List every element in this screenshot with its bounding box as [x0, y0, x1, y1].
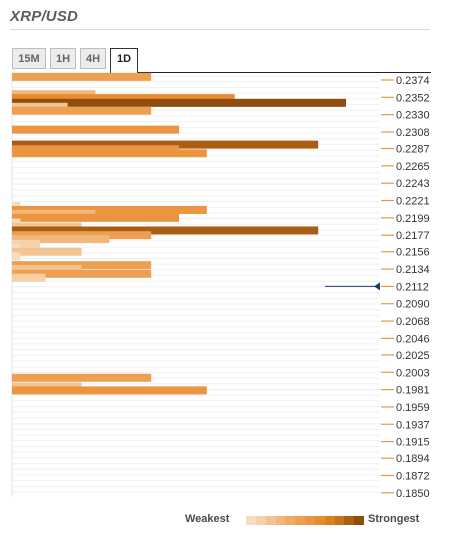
legend-weakest: Weakest	[185, 513, 230, 525]
tick-label: 0.2221	[396, 196, 430, 208]
strength-bar	[12, 235, 110, 244]
tick-label: 0.2330	[396, 110, 430, 122]
strength-bars	[12, 72, 346, 395]
legend-swatch	[246, 516, 257, 525]
tick-label: 0.2090	[396, 299, 430, 311]
tab-underline	[137, 72, 431, 73]
strength-bar	[12, 239, 40, 248]
strength-bar	[12, 98, 346, 107]
legend-strongest: Strongest	[368, 513, 420, 525]
current-price-marker	[325, 282, 380, 291]
tick-label: 0.2243	[396, 178, 430, 190]
price-ticks: 0.2374 0.2352 0.2330 0.2308 0.2287 0.2265 0.22…	[381, 75, 430, 500]
strength-bar	[12, 247, 82, 256]
strength-bar	[12, 213, 179, 222]
tick-label: 0.2025	[396, 350, 430, 362]
legend-swatch	[305, 516, 316, 525]
strength-bar	[12, 149, 207, 158]
tick-label: 0.2003	[396, 367, 430, 379]
strength-bar	[12, 373, 152, 382]
strength-bar	[12, 386, 207, 395]
title-divider	[10, 29, 430, 30]
tick-label: 0.2199	[396, 213, 430, 225]
legend-swatch	[285, 516, 296, 525]
tick-label: 0.1872	[396, 470, 430, 482]
strength-legend: Weakest Strongest	[0, 508, 450, 532]
strength-bar	[12, 72, 152, 81]
legend-swatch	[344, 516, 355, 525]
tab-15m[interactable]: 15M	[12, 48, 46, 69]
strength-bar	[12, 269, 152, 278]
legend-swatch	[295, 516, 306, 525]
grid-lines	[11, 74, 380, 497]
tick-label: 0.1850	[396, 488, 430, 500]
legend-swatch	[334, 516, 345, 525]
strength-bar	[12, 140, 319, 149]
tick-label: 0.1894	[396, 453, 430, 465]
tick-label: 0.1959	[396, 402, 430, 414]
tick-label: 0.2308	[396, 127, 430, 139]
tab-1h[interactable]: 1H	[50, 48, 76, 69]
strength-bar	[12, 94, 235, 103]
tick-label: 0.1981	[396, 385, 430, 397]
tick-label: 0.2046	[396, 333, 430, 345]
strength-bar	[12, 226, 319, 235]
strength-bar	[12, 252, 21, 261]
tick-label: 0.2352	[396, 92, 430, 104]
tick-label: 0.2287	[396, 144, 430, 156]
strength-bar	[12, 125, 179, 134]
tick-label: 0.2156	[396, 247, 430, 259]
legend-swatch	[324, 516, 335, 525]
tick-label: 0.2068	[396, 316, 430, 328]
tab-1d[interactable]: 1D	[110, 48, 138, 73]
legend-swatch	[354, 516, 365, 525]
tick-label: 0.2112	[396, 281, 429, 293]
confluence-chart: 0.2374 0.2352 0.2330 0.2308 0.2287 0.2265 0.22…	[11, 72, 430, 500]
current-price-arrow-icon	[374, 282, 380, 291]
tick-label: 0.2265	[396, 161, 430, 173]
strength-bar	[12, 273, 46, 282]
strength-bar	[12, 265, 82, 274]
strength-bar	[12, 205, 207, 214]
tick-label: 0.2134	[396, 264, 430, 276]
legend-swatch	[265, 516, 276, 525]
tick-label: 0.2374	[396, 75, 430, 87]
tick-label: 0.1937	[396, 419, 430, 431]
legend-color-scale	[246, 516, 365, 525]
strength-bar	[12, 106, 152, 115]
legend-swatch	[255, 516, 267, 525]
legend-swatch	[275, 516, 286, 525]
tick-label: 0.2177	[396, 230, 430, 242]
legend-swatch	[314, 516, 326, 525]
tab-4h[interactable]: 4H	[80, 48, 106, 69]
tick-label: 0.1915	[396, 437, 430, 449]
pair-title: XRP/USD	[10, 8, 79, 25]
